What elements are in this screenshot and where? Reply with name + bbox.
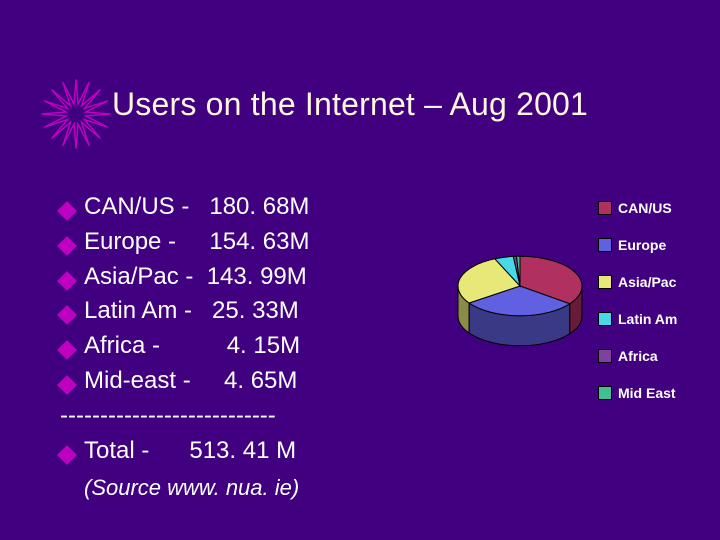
bullet-row: Asia/Pac - 143. 99M — [60, 260, 309, 295]
legend-swatch — [598, 386, 612, 400]
legend-swatch — [598, 349, 612, 363]
bullet-text: Africa - 4. 15M — [84, 329, 300, 364]
legend-swatch — [598, 312, 612, 326]
legend-label: Africa — [618, 348, 658, 364]
bullet-text: Europe - 154. 63M — [84, 225, 309, 260]
legend-swatch — [598, 238, 612, 252]
bullet-row: CAN/US - 180. 68M — [60, 190, 309, 225]
bullet-marker-icon — [57, 445, 77, 465]
page-title: Users on the Internet – Aug 2001 — [112, 86, 588, 123]
legend-item: Mid East — [598, 385, 702, 401]
legend-label: Asia/Pac — [618, 274, 676, 290]
bullet-marker-icon — [57, 271, 77, 291]
divider-line: --------------------------- — [60, 399, 309, 434]
legend-item: Latin Am — [598, 311, 702, 327]
bullet-list: CAN/US - 180. 68MEurope - 154. 63MAsia/P… — [60, 190, 309, 504]
bullet-marker-icon — [57, 340, 77, 360]
bullet-marker-icon — [57, 236, 77, 256]
bullet-row: Mid-east - 4. 65M — [60, 364, 309, 399]
bullet-marker-icon — [57, 375, 77, 395]
legend-label: Latin Am — [618, 311, 677, 327]
bullet-text: Asia/Pac - 143. 99M — [84, 260, 307, 295]
legend-swatch — [598, 201, 612, 215]
starburst-icon — [40, 78, 112, 150]
legend-label: Mid East — [618, 385, 676, 401]
legend-item: Europe — [598, 237, 702, 253]
pie-chart — [450, 218, 590, 418]
source-text: (Source www. nua. ie) — [84, 472, 309, 504]
legend-item: CAN/US — [598, 200, 702, 216]
legend-item: Asia/Pac — [598, 274, 702, 290]
legend-item: Africa — [598, 348, 702, 364]
legend-swatch — [598, 275, 612, 289]
bullet-marker-icon — [57, 305, 77, 325]
bullet-row: Latin Am - 25. 33M — [60, 294, 309, 329]
bullet-marker-icon — [57, 201, 77, 221]
legend-label: Europe — [618, 237, 666, 253]
bullet-row: Europe - 154. 63M — [60, 225, 309, 260]
bullet-text: Mid-east - 4. 65M — [84, 364, 297, 399]
chart-legend: CAN/US Europe Asia/Pac Latin Am Africa Mid Ea… — [598, 200, 702, 422]
bullet-row: Africa - 4. 15M — [60, 329, 309, 364]
legend-label: CAN/US — [618, 200, 672, 216]
total-text: Total - 513. 41 M — [84, 434, 296, 469]
total-row: Total - 513. 41 M — [60, 434, 309, 469]
bullet-text: Latin Am - 25. 33M — [84, 294, 299, 329]
bullet-text: CAN/US - 180. 68M — [84, 190, 309, 225]
